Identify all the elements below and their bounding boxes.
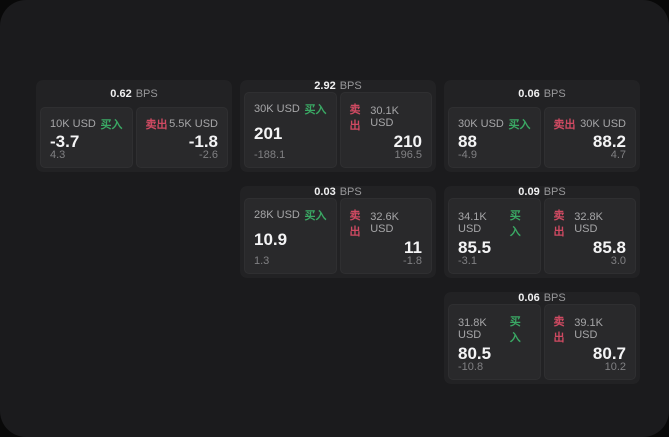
buy-side-label: 买入	[509, 316, 521, 344]
buy-price: 201	[254, 124, 283, 143]
buy-tile[interactable]: 30K USD 买入 88 -4.9	[448, 107, 541, 168]
sell-tile[interactable]: 卖出 30K USD 88.2 4.7	[543, 107, 636, 168]
buy-price: 85.5	[458, 238, 492, 257]
bps-value: 2.92	[314, 80, 336, 92]
bps-unit-label: BPS	[339, 80, 362, 92]
buy-sub-value: 1.3	[254, 255, 270, 267]
buy-amount: 31.8K USD	[458, 317, 487, 341]
buy-tile[interactable]: 34.1K USD 买入 85.5 -3.1	[448, 198, 541, 274]
buy-sub-value: -10.8	[458, 361, 484, 373]
sell-side-label: 卖出	[145, 119, 168, 131]
sell-tile[interactable]: 卖出 32.6K USD 11 -1.8	[339, 198, 432, 274]
sell-price: 11	[404, 238, 422, 257]
buy-price: 10.9	[254, 230, 288, 249]
sell-side-label: 卖出	[349, 210, 361, 238]
sell-sub-value: 4.7	[610, 149, 626, 161]
sell-side-label: 卖出	[553, 316, 565, 344]
sell-amount: 32.8K USD	[574, 211, 603, 235]
quote-card-1: 0.62 BPS 10K USD 买入 -3.7 4.3 卖出 5.5K USD	[36, 80, 232, 172]
buy-side-label: 买入	[508, 119, 531, 131]
card-header: 0.62 BPS	[40, 80, 228, 107]
quote-tiles: 30K USD 买入 88 -4.9 卖出 30K USD 88.2 4.7	[448, 107, 636, 168]
sell-amount: 39.1K USD	[574, 317, 603, 341]
buy-tile[interactable]: 10K USD 买入 -3.7 4.3	[40, 107, 133, 168]
quote-tiles: 34.1K USD 买入 85.5 -3.1 卖出 32.8K USD 85.8…	[448, 198, 636, 274]
card-header: 0.03 BPS	[244, 186, 432, 198]
card-header: 0.09 BPS	[448, 186, 636, 198]
buy-amount: 34.1K USD	[458, 211, 487, 235]
bps-value: 0.09	[518, 186, 540, 198]
sell-price: 85.8	[592, 238, 626, 257]
bps-unit-label: BPS	[543, 292, 566, 304]
quote-tiles: 31.8K USD 买入 80.5 -10.8 卖出 39.1K USD 80.…	[448, 304, 636, 380]
buy-amount: 30K USD	[458, 118, 504, 130]
buy-side-label: 买入	[304, 210, 327, 222]
bps-value: 0.06	[518, 292, 540, 304]
buy-amount: 30K USD	[254, 103, 300, 115]
sell-sub-value: -1.8	[403, 255, 422, 267]
buy-tile[interactable]: 30K USD 买入 201 -188.1	[244, 92, 337, 168]
sell-price: 210	[393, 132, 422, 151]
buy-side-label: 买入	[304, 104, 327, 116]
sell-sub-value: 10.2	[604, 361, 626, 373]
sell-sub-value: 196.5	[394, 149, 422, 161]
buy-amount: 10K USD	[50, 118, 96, 130]
buy-sub-value: -188.1	[254, 149, 286, 161]
bps-unit-label: BPS	[543, 87, 566, 100]
sell-price: 88.2	[592, 131, 626, 151]
buy-side-label: 买入	[509, 210, 521, 238]
quote-tiles: 28K USD 买入 10.9 1.3 卖出 32.6K USD 11 -1.8	[244, 198, 432, 274]
card-header: 2.92 BPS	[244, 80, 432, 92]
buy-sub-value: 4.3	[50, 149, 66, 161]
card-header: 0.06 BPS	[448, 80, 636, 107]
buy-tile[interactable]: 31.8K USD 买入 80.5 -10.8	[448, 304, 541, 380]
card-header: 0.06 BPS	[448, 292, 636, 304]
quote-tiles: 30K USD 买入 201 -188.1 卖出 30.1K USD 210 1…	[244, 92, 432, 168]
sell-price: -1.8	[188, 131, 218, 151]
sell-side-label: 卖出	[553, 119, 576, 131]
sell-tile[interactable]: 卖出 39.1K USD 80.7 10.2	[543, 304, 636, 380]
buy-sub-value: -3.1	[458, 255, 477, 267]
buy-price: 88	[458, 131, 477, 151]
bps-value: 0.03	[314, 186, 336, 198]
buy-price: -3.7	[50, 131, 80, 151]
sell-sub-value: -2.6	[199, 149, 218, 161]
sell-side-label: 卖出	[553, 210, 565, 238]
quote-card-6: 0.06 BPS 31.8K USD 买入 80.5 -10.8 卖出 39.1…	[444, 292, 640, 384]
quote-card-4: 0.03 BPS 28K USD 买入 10.9 1.3 卖出 32.6K US…	[240, 186, 436, 278]
buy-amount: 28K USD	[254, 209, 300, 221]
sell-sub-value: 3.0	[610, 255, 626, 267]
bps-value: 0.62	[110, 87, 132, 100]
bps-unit-label: BPS	[543, 186, 566, 198]
sell-amount: 5.5K USD	[169, 118, 218, 130]
bps-value: 0.06	[518, 87, 540, 100]
quote-card-3: 0.06 BPS 30K USD 买入 88 -4.9 卖出 30K USD	[444, 80, 640, 172]
buy-tile[interactable]: 28K USD 买入 10.9 1.3	[244, 198, 337, 274]
sell-tile[interactable]: 卖出 30.1K USD 210 196.5	[339, 92, 432, 168]
sell-amount: 30K USD	[580, 118, 626, 130]
bps-unit-label: BPS	[339, 186, 362, 198]
buy-sub-value: -4.9	[458, 149, 477, 161]
quote-tiles: 10K USD 买入 -3.7 4.3 卖出 5.5K USD -1.8 -2.…	[40, 107, 228, 168]
sell-amount: 30.1K USD	[370, 105, 399, 129]
sell-amount: 32.6K USD	[370, 211, 399, 235]
sell-side-label: 卖出	[349, 104, 361, 132]
sell-tile[interactable]: 卖出 32.8K USD 85.8 3.0	[543, 198, 636, 274]
buy-side-label: 买入	[100, 119, 123, 131]
buy-price: 80.5	[458, 344, 492, 363]
quote-card-5: 0.09 BPS 34.1K USD 买入 85.5 -3.1 卖出 32.8K…	[444, 186, 640, 278]
bps-unit-label: BPS	[135, 87, 158, 100]
quote-card-2: 2.92 BPS 30K USD 买入 201 -188.1 卖出 30.1K …	[240, 80, 436, 172]
quote-board: 0.62 BPS 10K USD 买入 -3.7 4.3 卖出 5.5K USD	[36, 80, 640, 384]
sell-tile[interactable]: 卖出 5.5K USD -1.8 -2.6	[135, 107, 228, 168]
sell-price: 80.7	[592, 344, 626, 363]
